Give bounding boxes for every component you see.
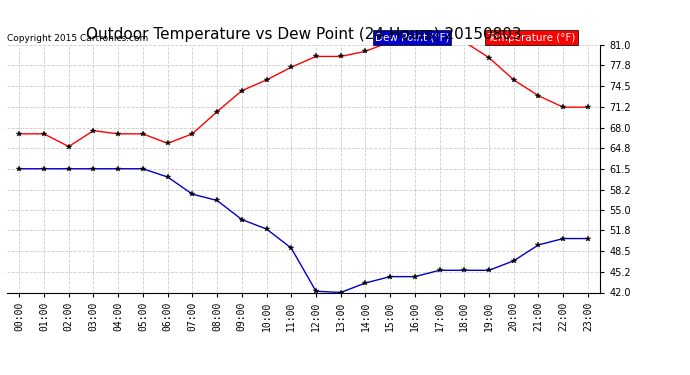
Text: Copyright 2015 Cartronics.com: Copyright 2015 Cartronics.com <box>7 33 148 42</box>
Text: Dew Point (°F): Dew Point (°F) <box>375 33 449 42</box>
Title: Outdoor Temperature vs Dew Point (24 Hours) 20150803: Outdoor Temperature vs Dew Point (24 Hou… <box>86 27 522 42</box>
Text: Temperature (°F): Temperature (°F) <box>488 33 576 42</box>
